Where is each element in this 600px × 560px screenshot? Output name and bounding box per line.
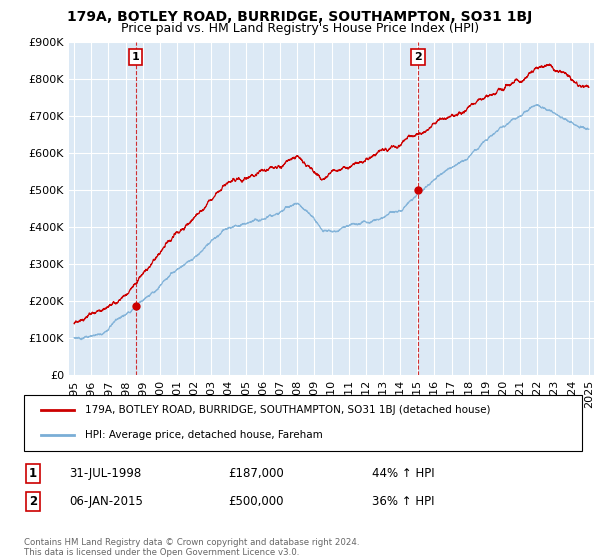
Text: 1: 1 bbox=[29, 466, 37, 480]
Text: 1: 1 bbox=[131, 52, 139, 62]
FancyBboxPatch shape bbox=[24, 395, 582, 451]
Text: 179A, BOTLEY ROAD, BURRIDGE, SOUTHAMPTON, SO31 1BJ (detached house): 179A, BOTLEY ROAD, BURRIDGE, SOUTHAMPTON… bbox=[85, 405, 491, 416]
Text: 44% ↑ HPI: 44% ↑ HPI bbox=[372, 466, 434, 480]
Text: 179A, BOTLEY ROAD, BURRIDGE, SOUTHAMPTON, SO31 1BJ: 179A, BOTLEY ROAD, BURRIDGE, SOUTHAMPTON… bbox=[67, 10, 533, 24]
Text: 2: 2 bbox=[414, 52, 422, 62]
Text: £500,000: £500,000 bbox=[228, 494, 284, 508]
Text: Price paid vs. HM Land Registry's House Price Index (HPI): Price paid vs. HM Land Registry's House … bbox=[121, 22, 479, 35]
Text: 31-JUL-1998: 31-JUL-1998 bbox=[69, 466, 141, 480]
Text: HPI: Average price, detached house, Fareham: HPI: Average price, detached house, Fare… bbox=[85, 430, 323, 440]
Text: Contains HM Land Registry data © Crown copyright and database right 2024.
This d: Contains HM Land Registry data © Crown c… bbox=[24, 538, 359, 557]
Text: £187,000: £187,000 bbox=[228, 466, 284, 480]
Text: 36% ↑ HPI: 36% ↑ HPI bbox=[372, 494, 434, 508]
Text: 2: 2 bbox=[29, 494, 37, 508]
Text: 06-JAN-2015: 06-JAN-2015 bbox=[69, 494, 143, 508]
